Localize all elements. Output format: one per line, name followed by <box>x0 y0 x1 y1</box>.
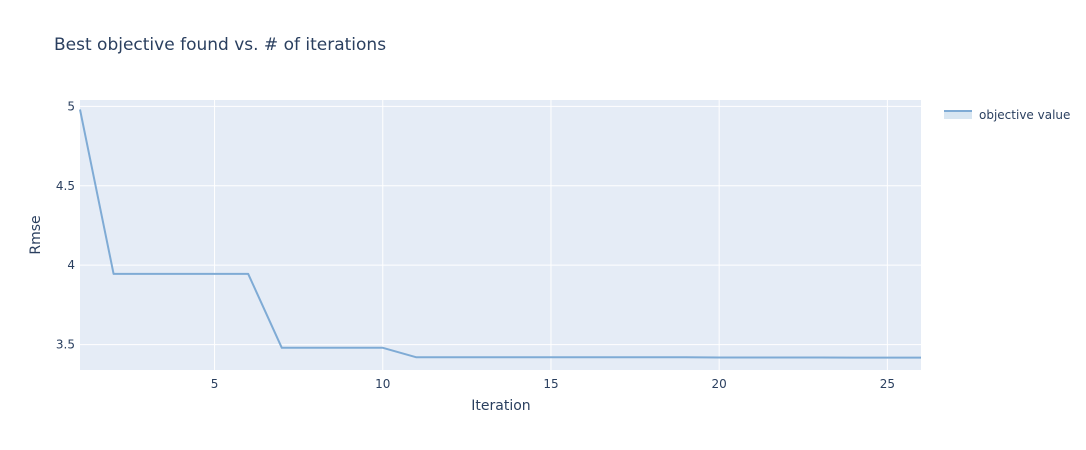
x-tick-label: 15 <box>543 377 558 391</box>
y-tick-label: 5 <box>67 99 75 113</box>
y-axis-label: Rmse <box>28 215 44 254</box>
legend[interactable]: objective value <box>944 108 1070 122</box>
x-tick-label: 20 <box>712 377 727 391</box>
legend-label: objective value <box>979 108 1070 122</box>
x-tick-label: 25 <box>880 377 895 391</box>
y-tick-label: 3.5 <box>56 338 75 352</box>
x-tick-label: 5 <box>211 377 219 391</box>
series-layer <box>79 109 921 359</box>
x-axis-ticks: 5 10 15 20 25 <box>211 377 895 391</box>
gridlines <box>80 100 921 370</box>
x-tick-label: 10 <box>375 377 390 391</box>
y-tick-label: 4.5 <box>56 179 75 193</box>
x-axis-label: Iteration <box>471 398 530 414</box>
chart-title: Best objective found vs. # of iterations <box>54 35 386 55</box>
plot-area <box>80 100 921 370</box>
y-tick-label: 4 <box>67 258 75 272</box>
series-line[interactable] <box>79 109 921 359</box>
y-axis-ticks: 3.5 4 4.5 5 <box>56 99 75 351</box>
legend-swatch-fill <box>944 111 972 119</box>
